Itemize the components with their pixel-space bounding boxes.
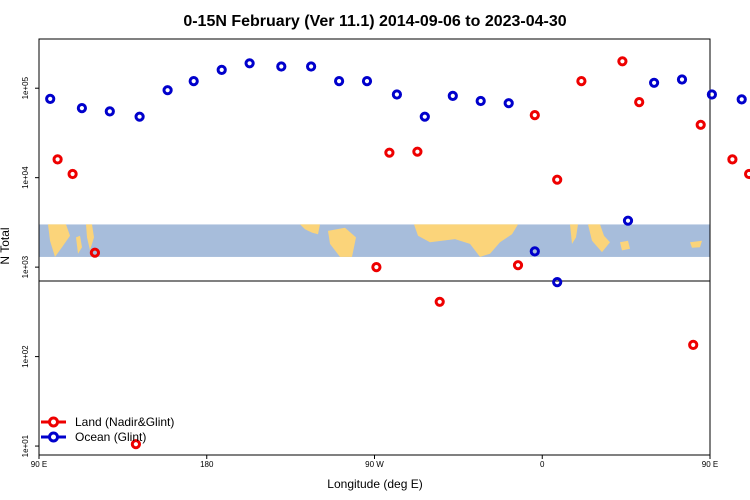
data-point-ocean-12 [391,89,402,100]
data-point-land-9 [529,110,540,121]
data-point-ocean-23 [736,94,747,105]
data-point-land-4 [371,262,382,273]
data-point-ocean-5 [188,76,199,87]
data-point-ocean-6 [216,64,227,76]
world-map-band [39,224,710,257]
x-tick-label-3: 0 [540,460,545,469]
data-point-ocean-14 [447,90,458,102]
data-point-ocean-1 [76,103,88,114]
data-point-land-7 [434,296,445,307]
data-point-ocean-7 [244,58,255,69]
data-point-ocean-9 [306,61,317,72]
data-point-ocean-18 [552,277,563,288]
land-shape-0 [48,224,70,257]
land-shape-9 [690,240,702,248]
map-ocean [39,224,710,257]
legend: Land (Nadir&Glint) Ocean (Glint) [41,415,174,444]
data-point-land-1 [67,168,78,180]
chart-title: 0-15N February (Ver 11.1) 2014-09-06 to … [183,13,566,30]
land-shape-2 [76,235,82,254]
data-point-land-15 [695,119,706,130]
data-point-ocean-13 [419,111,430,122]
data-point-land-5 [384,147,395,158]
legend-marker-ocean [48,431,59,443]
land-shape-3 [300,224,320,235]
legend-item-land: Land (Nadir&Glint) [41,415,174,429]
data-point-land-6 [412,146,423,157]
data-point-ocean-15 [475,95,486,107]
land-shape-4 [328,227,356,257]
x-axis-ticks: 90 E 180 90 W 0 90 E [31,455,718,469]
data-point-ocean-2 [104,106,115,117]
data-point-land-8 [512,260,524,271]
data-point-land-11 [576,76,587,87]
data-point-ocean-22 [706,89,718,100]
data-point-ocean-16 [503,98,514,109]
data-point-ocean-3 [134,111,145,122]
data-point-land-3 [130,439,141,450]
x-tick-label-0: 90 E [31,460,47,469]
land-shape-8 [620,240,630,251]
data-point-ocean-8 [276,61,287,72]
x-tick-label-2: 90 W [365,460,384,469]
data-point-ocean-11 [361,76,373,87]
x-axis-label: Longitude (deg E) [327,477,422,491]
y-tick-label-4: 1e+05 [21,76,30,99]
data-point-ocean-21 [676,74,688,85]
data-point-land-16 [727,154,738,165]
data-point-land-12 [617,56,628,67]
y-axis-ticks: 1e+01 1e+02 1e+03 1e+04 1e+05 [21,76,39,457]
y-tick-label-1: 1e+02 [21,345,30,368]
legend-label-land: Land (Nadir&Glint) [75,415,174,429]
legend-label-ocean: Ocean (Glint) [75,430,146,444]
y-axis-label: N Total [0,227,12,264]
data-point-ocean-4 [162,85,173,96]
land-shape-5 [414,224,518,257]
data-point-land-17 [744,168,750,180]
y-tick-label-3: 1e+04 [21,166,30,189]
y-tick-label-0: 1e+01 [21,434,30,457]
data-point-land-0 [52,154,63,165]
x-tick-label-1: 180 [200,460,214,469]
data-point-ocean-0 [45,93,56,105]
legend-item-ocean: Ocean (Glint) [41,430,146,444]
map-landmasses [48,224,702,257]
data-point-ocean-19 [622,215,634,226]
data-points [45,56,750,450]
y-tick-label-2: 1e+03 [21,255,30,278]
land-shape-6 [570,224,578,244]
data-point-ocean-20 [649,77,660,88]
data-point-land-10 [552,174,563,185]
land-shape-7 [588,224,610,253]
land-shape-1 [86,224,94,251]
data-point-land-14 [688,339,699,350]
legend-marker-land [48,416,59,428]
data-point-ocean-10 [334,76,345,87]
data-point-land-2 [89,247,101,258]
data-point-land-13 [634,97,645,108]
x-tick-label-4: 90 E [702,460,718,469]
data-point-ocean-17 [529,246,540,257]
